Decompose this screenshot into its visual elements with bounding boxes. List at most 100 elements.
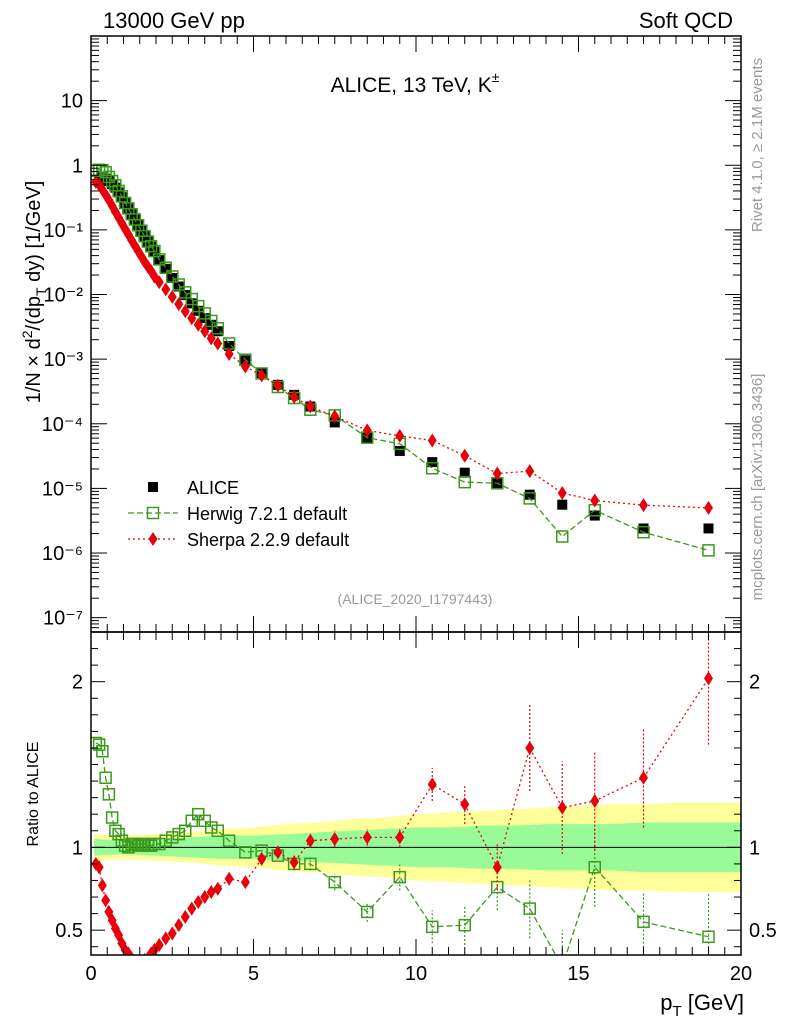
- herwig-point: [153, 253, 166, 266]
- sherpa-point: [639, 770, 648, 785]
- ratio-ytick-label: 2: [749, 672, 760, 694]
- herwig-point: [159, 261, 172, 274]
- sherpa-point: [460, 448, 470, 463]
- series-herwig: [91, 163, 715, 557]
- herwig-point: [328, 875, 341, 889]
- sherpa-point: [149, 943, 159, 955]
- herwig-point: [141, 235, 155, 248]
- herwig-point: [557, 961, 568, 972]
- main-panel: 10 1 10⁻¹ 10⁻² 10⁻³ 10⁻⁴ 10⁻⁵ 10⁻⁶ 10⁻⁷ ALICE Herw…: [42, 35, 742, 633]
- y-tick-label: 1: [72, 155, 83, 177]
- analysis-tag: (ALICE_2020_I1797443): [338, 591, 493, 607]
- y-tick-label: 10⁻³: [44, 349, 84, 371]
- ratio-ytick-label: 2: [72, 672, 83, 694]
- sherpa-point: [224, 347, 234, 362]
- sherpa-point: [557, 800, 567, 815]
- sherpa-point: [180, 304, 190, 319]
- sherpa-point: [174, 918, 184, 933]
- herwig-point: [702, 544, 715, 557]
- ratio-line: [95, 742, 709, 955]
- sherpa-point: [273, 845, 283, 860]
- herwig-point: [91, 736, 103, 750]
- sherpa-point: [137, 956, 146, 970]
- sherpa-point: [167, 926, 177, 941]
- y-tick-label: 10⁻⁴: [42, 414, 83, 436]
- sherpa-point: [240, 359, 250, 374]
- y-tick-label: 10⁻⁶: [42, 543, 83, 565]
- sherpa-point: [213, 881, 223, 896]
- main-series: [91, 163, 715, 557]
- sherpa-point: [492, 466, 502, 481]
- herwig-point: [205, 821, 218, 834]
- sherpa-point: [213, 336, 223, 351]
- herwig-point: [523, 492, 536, 505]
- sherpa-point: [148, 532, 158, 546]
- sherpa-point: [395, 830, 405, 845]
- herwig-point: [426, 462, 439, 475]
- y-tick-label: 10⁻¹: [44, 220, 84, 242]
- sherpa-point: [97, 878, 107, 893]
- sherpa-point: [427, 433, 437, 448]
- herwig-point: [122, 841, 135, 854]
- herwig-point: [179, 286, 192, 299]
- legend: ALICE Herwig 7.2.1 default Sherpa 2.2.9 de…: [128, 478, 349, 550]
- sherpa-point: [134, 954, 136, 955]
- data-point: [173, 281, 184, 292]
- herwig-point: [92, 738, 106, 751]
- sherpa-point: [224, 871, 234, 886]
- sherpa-point: [525, 464, 535, 479]
- herwig-point: [131, 839, 145, 852]
- sherpa-point: [257, 851, 267, 866]
- sherpa-point: [427, 777, 437, 792]
- x-tick-label: 0: [85, 963, 96, 985]
- herwig-point: [144, 839, 158, 852]
- herwig-point: [192, 807, 205, 821]
- herwig-point: [179, 824, 192, 838]
- sherpa-point: [525, 740, 535, 755]
- herwig-point: [637, 525, 650, 539]
- herwig-point: [128, 837, 142, 851]
- y-tick-label: 10⁻⁷: [43, 608, 83, 630]
- x-tick-label: 5: [248, 963, 259, 985]
- x-axis-label: pT [GeV]: [660, 990, 744, 1020]
- sherpa-point: [257, 368, 267, 383]
- sherpa-point: [133, 244, 143, 259]
- herwig-point: [172, 827, 185, 841]
- sherpa-point: [590, 793, 600, 808]
- sherpa-point: [154, 938, 164, 953]
- herwig-point: [304, 857, 317, 871]
- sherpa-point: [193, 894, 203, 909]
- herwig-point: [153, 837, 166, 851]
- sherpa-point: [362, 423, 372, 438]
- herwig-point: [96, 163, 109, 177]
- herwig-point: [109, 824, 122, 838]
- herwig-point: [105, 174, 119, 188]
- data-point: [394, 445, 405, 456]
- legend-item-herwig: Herwig 7.2.1 default: [128, 504, 347, 524]
- y-tick-label: 10⁻²: [44, 285, 84, 307]
- side-label-mcplots: mcplots.cern.ch [arXiv:1306.3436]: [749, 374, 766, 601]
- herwig-point: [523, 902, 536, 915]
- side-label-rivet: Rivet 4.1.0, ≥ 2.1M events: [749, 58, 766, 232]
- sherpa-point: [187, 311, 197, 326]
- herwig-point: [458, 918, 471, 932]
- herwig-point: [211, 322, 224, 335]
- herwig-point: [115, 190, 129, 203]
- herwig-point: [96, 745, 109, 758]
- herwig-point: [105, 811, 119, 824]
- herwig-point: [211, 824, 224, 838]
- herwig-point: [112, 827, 125, 841]
- legend-label: Sherpa 2.2.9 default: [187, 530, 349, 550]
- sherpa-point: [187, 901, 197, 916]
- y-tick-label: 10: [61, 91, 83, 113]
- data-point: [167, 273, 178, 284]
- herwig-point: [102, 170, 116, 184]
- data-point: [180, 290, 191, 301]
- legend-item-sherpa: Sherpa 2.2.9 default: [128, 530, 349, 550]
- herwig-point: [458, 475, 471, 489]
- herwig-point: [185, 292, 198, 306]
- sherpa-point: [330, 409, 340, 424]
- sherpa-point: [154, 275, 164, 290]
- main-ylabel: 1/N × d2/(dpT dy) [1/GeV]: [19, 181, 49, 404]
